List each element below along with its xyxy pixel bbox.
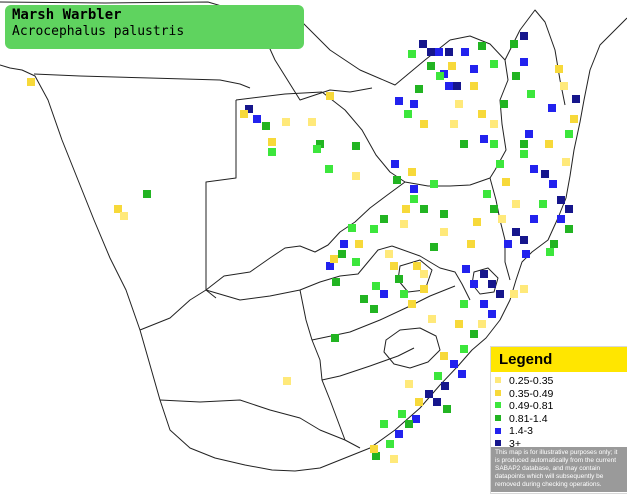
legend-swatch <box>495 440 501 447</box>
legend-item: 0.81-1.4 <box>495 413 627 426</box>
border-north <box>0 1 373 101</box>
border-lesotho <box>383 327 441 369</box>
border-botswana-zimbabwe <box>321 91 491 187</box>
border-sa-provinces-4 <box>311 285 456 341</box>
border-sa-provinces-2 <box>299 289 415 381</box>
species-common-name: Marsh Warbler <box>12 7 122 23</box>
legend-swatch <box>495 415 501 421</box>
legend-heading: Legend <box>491 347 627 372</box>
legend-label: 0.49-0.81 <box>509 400 554 413</box>
legend-label: 0.25-0.35 <box>509 375 554 387</box>
legend-swatch <box>495 377 501 384</box>
border-western-cape <box>159 399 346 441</box>
border-zambia <box>299 19 451 86</box>
border-namibia-sa <box>139 289 207 331</box>
border-sa-provinces-3 <box>391 245 471 301</box>
legend-label: 0.35-0.49 <box>509 387 554 400</box>
legend-item: 3+ <box>495 438 627 451</box>
legend-item: 0.49-0.81 <box>495 400 627 413</box>
legend-items: 0.25-0.35 0.35-0.49 0.49-0.81 0.81-1.4 1.4-3… <box>491 372 627 451</box>
legend-label: 1.4-3 <box>509 425 533 438</box>
legend-swatch <box>495 402 501 409</box>
legend-item: 0.35-0.49 <box>495 388 627 401</box>
border-sa-provinces <box>205 245 393 301</box>
legend-label: 0.81-1.4 <box>509 412 548 425</box>
legend-swatch <box>495 389 501 396</box>
border-namibia-botswana <box>205 100 237 299</box>
occurrence-grid <box>27 32 580 463</box>
legend: Legend 0.25-0.35 0.35-0.49 0.49-0.81 0.81-1… <box>490 346 627 494</box>
border-mozambique-malawi <box>504 9 566 106</box>
border-mozambique-sa <box>489 177 511 281</box>
legend-swatch <box>495 427 501 434</box>
legend-item: 0.25-0.35 <box>495 375 627 388</box>
species-title-box: Marsh Warbler Acrocephalus palustris <box>5 5 304 49</box>
legend-disclaimer: This map is for illustrative purposes on… <box>491 447 627 492</box>
border-orange-river <box>205 181 406 291</box>
coastline <box>0 17 627 472</box>
species-scientific-name: Acrocephalus palustris <box>12 24 185 39</box>
legend-item: 1.4-3 <box>495 425 627 438</box>
border-caprivi <box>235 91 323 101</box>
border-angola <box>33 73 251 89</box>
legend-label: 3+ <box>509 437 521 450</box>
border-eastern-cape <box>321 379 361 449</box>
